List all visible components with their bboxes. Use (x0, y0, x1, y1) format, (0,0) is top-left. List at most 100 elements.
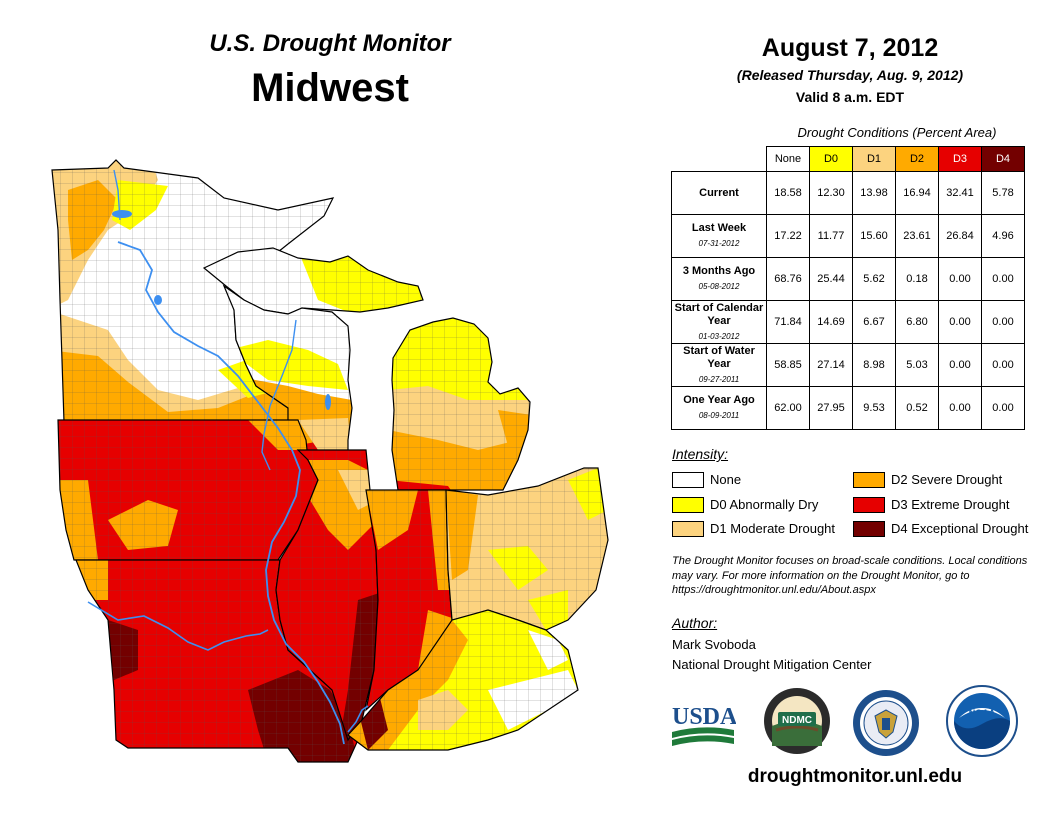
row-date: 05-08-2012 (698, 282, 740, 291)
legend-label-d0: D0 Abnormally Dry (710, 497, 819, 512)
table-cell: 0.00 (981, 257, 1025, 301)
table-cell: 26.84 (938, 214, 982, 258)
table-cell: 27.95 (809, 386, 853, 430)
table-cell: 23.61 (895, 214, 939, 258)
row-label: Start of Water Year 09-27-2011 (671, 343, 767, 387)
table-cell: 0.00 (938, 257, 982, 301)
website-link[interactable]: droughtmonitor.unl.edu (747, 766, 963, 787)
col-header-d2: D2 (895, 146, 939, 172)
map-region-title: Midwest (251, 66, 409, 110)
table-cell: 5.78 (981, 171, 1025, 215)
legend-swatch-d0 (672, 497, 704, 513)
drought-conditions-table: None D0 D1 D2 D3 D4 Current 18.58 12.30 … (671, 146, 1025, 430)
table-header-row: None D0 D1 D2 D3 D4 (672, 146, 1025, 172)
table-row: Last Week 07-31-2012 17.22 11.77 15.60 23… (671, 214, 1025, 258)
table-cell: 6.80 (895, 300, 939, 344)
row-date: 07-31-2012 (698, 239, 740, 248)
col-header-d1: D1 (852, 146, 896, 172)
legend-swatch-none (672, 472, 704, 488)
table-cell: 0.52 (895, 386, 939, 430)
table-cell: 13.98 (852, 171, 896, 215)
table-cell: 71.84 (766, 300, 810, 344)
col-header-none: None (766, 146, 810, 172)
row-label: One Year Ago 08-09-2011 (671, 386, 767, 430)
row-label-text: One Year Ago (683, 394, 755, 406)
table-row: Current 18.58 12.30 13.98 16.94 32.41 5.… (671, 171, 1025, 215)
table-row: 3 Months Ago 05-08-2012 68.76 25.44 5.62 … (671, 257, 1025, 301)
legend-swatch-d4 (853, 521, 885, 537)
col-header-d3: D3 (938, 146, 982, 172)
col-header-d0: D0 (809, 146, 853, 172)
valid-time: Valid 8 a.m. EDT (795, 89, 905, 105)
map-program-title: U.S. Drought Monitor (209, 30, 451, 57)
row-label-text: 3 Months Ago (682, 265, 756, 277)
table-cell: 68.76 (766, 257, 810, 301)
commerce-seal-logo (853, 690, 919, 756)
table-cell: 5.62 (852, 257, 896, 301)
row-date: 08-09-2011 (698, 411, 740, 420)
table-cell: 18.58 (766, 171, 810, 215)
legend-label-d1: D1 Moderate Drought (710, 521, 836, 536)
row-label-text: Start of Calendar Year (674, 301, 764, 327)
author-name: Mark Svoboda (672, 637, 756, 652)
table-cell: 16.94 (895, 171, 939, 215)
row-label-text: Start of Water Year (683, 344, 755, 370)
table-cell: 58.85 (766, 343, 810, 387)
row-label-text: Current (699, 186, 739, 199)
table-cell: 0.00 (981, 343, 1025, 387)
midwest-drought-map (51, 159, 609, 763)
table-cell: 62.00 (766, 386, 810, 430)
table-cell: 15.60 (852, 214, 896, 258)
table-cell: 14.69 (809, 300, 853, 344)
table-cell: 6.67 (852, 300, 896, 344)
author-organization: National Drought Mitigation Center (672, 657, 872, 672)
row-date: 01-03-2012 (698, 331, 740, 341)
table-cell: 4.96 (981, 214, 1025, 258)
noaa-logo: NOAA (946, 685, 1018, 757)
row-label: Current (671, 171, 767, 215)
col-header-d4: D4 (981, 146, 1025, 172)
ndmc-logo: NDMC (764, 688, 830, 754)
table-cell: 0.00 (938, 386, 982, 430)
table-cell: 11.77 (809, 214, 853, 258)
table-cell: 12.30 (809, 171, 853, 215)
table-row: One Year Ago 08-09-2011 62.00 27.95 9.53 … (671, 386, 1025, 430)
table-cell: 27.14 (809, 343, 853, 387)
disclaimer-note: The Drought Monitor focuses on broad-sca… (672, 555, 1028, 596)
table-corner (672, 147, 767, 172)
author-heading: Author: (672, 615, 718, 631)
row-label: Start of Calendar Year 01-03-2012 (671, 300, 767, 344)
noaa-logo-text: NOAA (969, 708, 996, 718)
table-row: Start of Water Year 09-27-2011 58.85 27.1… (671, 343, 1025, 387)
legend-label-d4: D4 Exceptional Drought (891, 521, 1029, 536)
legend-label-none: None (710, 472, 742, 487)
table-cell: 5.03 (895, 343, 939, 387)
legend-swatch-d2 (853, 472, 885, 488)
table-row: Start of Calendar Year 01-03-2012 71.84 1… (671, 300, 1025, 344)
row-label-text: Last Week (691, 222, 747, 234)
row-label: Last Week 07-31-2012 (671, 214, 767, 258)
table-cell: 0.00 (938, 343, 982, 387)
row-date: 09-27-2011 (698, 374, 740, 384)
map-date: August 7, 2012 (761, 34, 939, 62)
usda-logo: USDA (672, 704, 736, 746)
table-cell: 0.00 (938, 300, 982, 344)
legend-swatch-d3 (853, 497, 885, 513)
legend-label-d2: D2 Severe Drought (891, 472, 1003, 487)
ndmc-logo-text: NDMC (782, 715, 812, 726)
legend-swatch-d1 (672, 521, 704, 537)
table-cell: 0.18 (895, 257, 939, 301)
table-cell: 0.00 (981, 386, 1025, 430)
legend-title: Intensity: (672, 446, 729, 462)
release-date: (Released Thursday, Aug. 9, 2012) (736, 67, 964, 83)
usda-logo-text: USDA (672, 704, 736, 730)
legend-label-d3: D3 Extreme Drought (891, 497, 1010, 512)
table-cell: 25.44 (809, 257, 853, 301)
table-caption: Drought Conditions (Percent Area) (797, 125, 997, 140)
table-cell: 8.98 (852, 343, 896, 387)
row-label: 3 Months Ago 05-08-2012 (671, 257, 767, 301)
table-cell: 9.53 (852, 386, 896, 430)
table-cell: 0.00 (981, 300, 1025, 344)
table-cell: 32.41 (938, 171, 982, 215)
table-cell: 17.22 (766, 214, 810, 258)
